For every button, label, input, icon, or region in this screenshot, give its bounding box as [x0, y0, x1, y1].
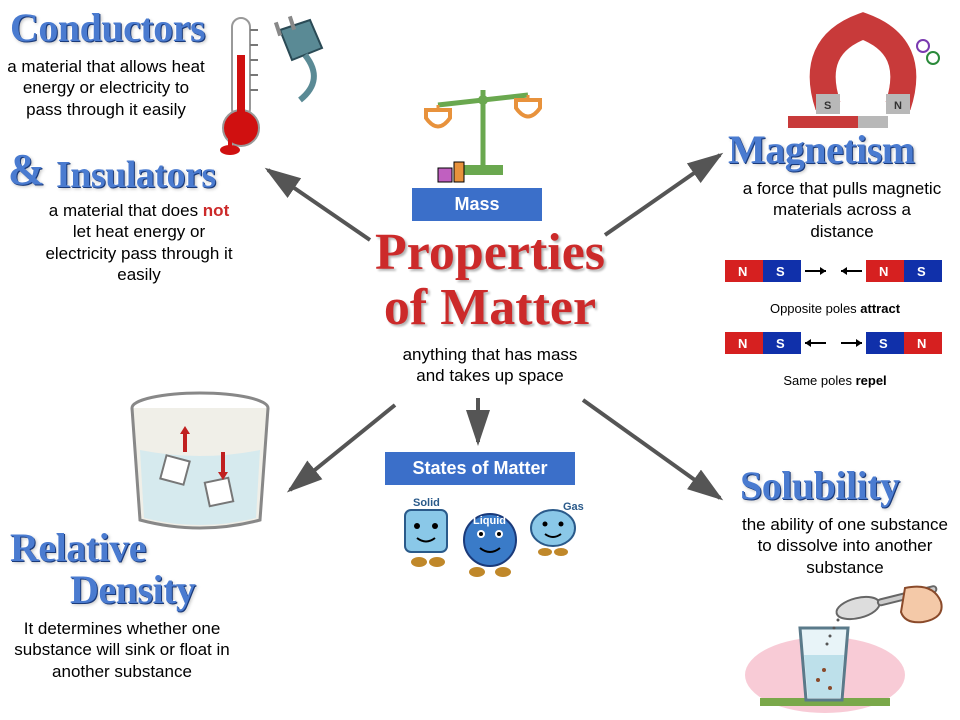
same-poles-icon: N S S N	[720, 322, 950, 372]
horseshoe-magnet-icon: S N	[768, 0, 958, 136]
density-title: Density	[70, 570, 195, 610]
beaker-density-icon	[115, 380, 290, 540]
solubility-icon	[730, 580, 950, 720]
same-caption: Same poles repel	[720, 373, 950, 388]
magnetism-title: Magnetism	[728, 130, 915, 170]
ins-desc-pre: a material that does	[49, 201, 203, 220]
ins-desc-post: let heat energy or electricity pass thro…	[45, 222, 232, 284]
conductors-title: Conductors	[10, 8, 205, 48]
opposite-caption: Opposite poles attract	[720, 301, 950, 316]
conductors-desc: a material that allows heat energy or el…	[6, 56, 206, 120]
opposite-poles-icon: N S N S	[720, 250, 950, 300]
svg-text:N: N	[738, 336, 747, 351]
thermometer-plug-icon	[210, 10, 330, 170]
svg-text:S: S	[917, 264, 926, 279]
svg-text:N: N	[738, 264, 747, 279]
svg-text:S: S	[776, 336, 785, 351]
magnetism-desc: a force that pulls magnetic materials ac…	[742, 178, 942, 242]
ampersand: &	[8, 148, 44, 192]
svg-text:S: S	[776, 264, 785, 279]
ins-desc-not: not	[203, 201, 229, 220]
svg-text:N: N	[879, 264, 888, 279]
solubility-desc: the ability of one substance to dissolve…	[740, 514, 950, 578]
insulators-desc: a material that does not let heat energy…	[40, 200, 238, 285]
density-desc: It determines whether one substance will…	[8, 618, 236, 682]
svg-text:N: N	[917, 336, 926, 351]
svg-text:S: S	[879, 336, 888, 351]
svg-text:N: N	[894, 100, 902, 112]
poles-diagram: N S N S Opposite poles attract N S S N S…	[720, 250, 950, 388]
solubility-title: Solubility	[740, 466, 900, 506]
svg-text:S: S	[824, 100, 831, 112]
insulators-title: Insulators	[56, 156, 216, 194]
